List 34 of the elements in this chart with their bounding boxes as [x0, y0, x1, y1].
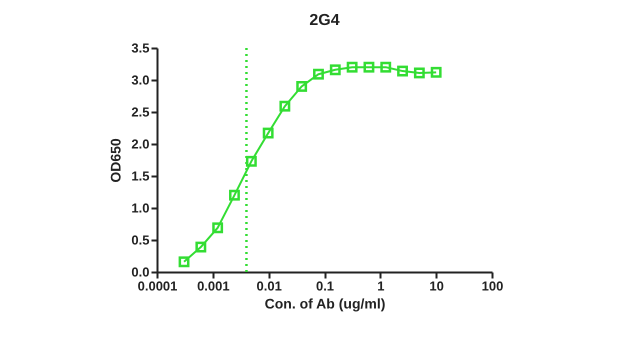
x-tick-label: 0.001 [197, 278, 230, 294]
point [430, 66, 442, 78]
y-axis-title: OD650 [107, 138, 124, 183]
x-tick-label: 0.01 [256, 278, 282, 294]
point [229, 190, 240, 201]
y-tick-label: 3.5 [131, 40, 150, 56]
point [346, 62, 358, 73]
y-tick-label: 1.5 [131, 168, 150, 184]
x-tick-label: 1 [377, 278, 384, 294]
point [380, 62, 392, 73]
x-tick-label: 10 [429, 278, 444, 294]
point [178, 256, 190, 268]
y-tick-label: 1.0 [131, 200, 150, 216]
point [279, 100, 290, 112]
point [330, 64, 341, 76]
point [212, 222, 224, 234]
y-tick-label: 2.5 [131, 104, 150, 120]
point [296, 80, 308, 92]
y-tick-label: 0.0 [131, 264, 150, 280]
point [313, 68, 324, 80]
y-tick-label: 3.0 [131, 72, 150, 88]
y-tick-label: 2.0 [131, 136, 150, 152]
x-tick-label: 0.1 [316, 278, 334, 294]
x-axis-title: Con. of Ab (ug/ml) [264, 296, 386, 312]
x-tick-label: 100 [482, 278, 504, 294]
y-tick-label: 0.5 [131, 232, 150, 248]
point [246, 156, 257, 167]
point [195, 242, 206, 252]
point [414, 68, 425, 78]
point [262, 128, 274, 139]
x-tick-label: 0.0001 [138, 278, 178, 294]
chart-title: 2G4 [309, 12, 340, 29]
point [397, 66, 408, 76]
point [364, 62, 374, 73]
